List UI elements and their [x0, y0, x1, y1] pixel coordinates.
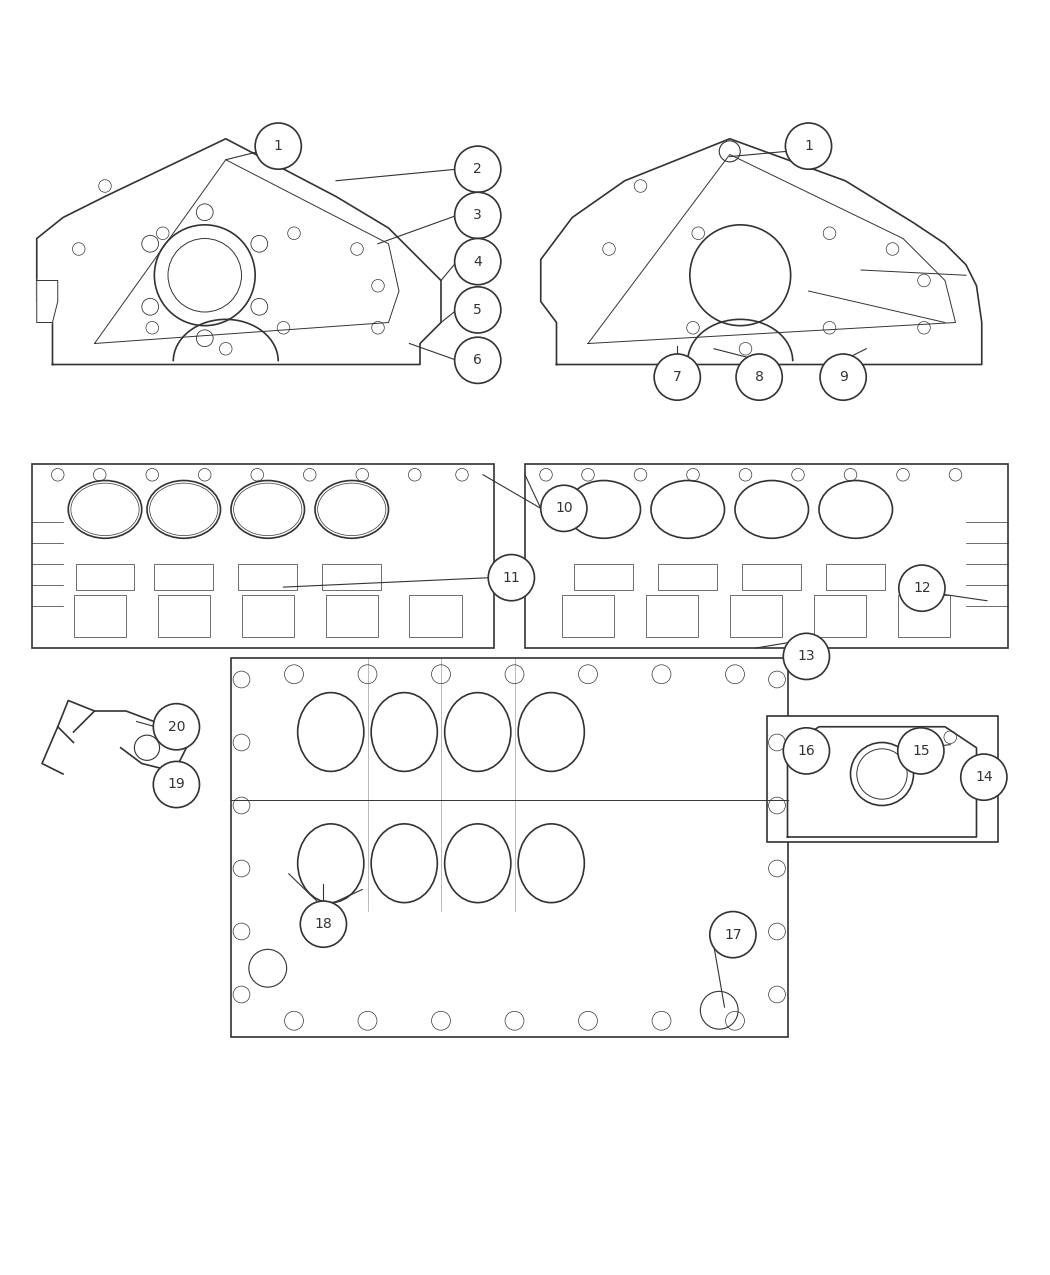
Circle shape — [455, 147, 501, 193]
Circle shape — [783, 728, 830, 774]
Circle shape — [488, 555, 534, 601]
Text: 8: 8 — [755, 370, 763, 384]
Text: 4: 4 — [474, 255, 482, 269]
Text: 13: 13 — [798, 649, 815, 663]
Polygon shape — [37, 280, 58, 323]
FancyBboxPatch shape — [562, 595, 614, 638]
Circle shape — [455, 337, 501, 384]
Text: 16: 16 — [798, 743, 815, 757]
Text: 10: 10 — [555, 501, 572, 515]
FancyBboxPatch shape — [322, 564, 381, 590]
Circle shape — [654, 354, 700, 400]
FancyBboxPatch shape — [154, 564, 213, 590]
Circle shape — [785, 122, 832, 170]
Circle shape — [783, 634, 830, 680]
Circle shape — [153, 704, 200, 750]
Circle shape — [961, 754, 1007, 801]
Text: 12: 12 — [914, 581, 930, 595]
FancyBboxPatch shape — [826, 564, 885, 590]
Text: 7: 7 — [673, 370, 681, 384]
FancyBboxPatch shape — [646, 595, 698, 638]
Text: 6: 6 — [474, 353, 482, 367]
Text: 15: 15 — [912, 743, 929, 757]
FancyBboxPatch shape — [76, 564, 134, 590]
FancyBboxPatch shape — [898, 595, 950, 638]
FancyBboxPatch shape — [766, 717, 998, 843]
FancyBboxPatch shape — [574, 564, 633, 590]
Circle shape — [455, 193, 501, 238]
FancyBboxPatch shape — [242, 595, 294, 638]
Text: 9: 9 — [839, 370, 847, 384]
FancyBboxPatch shape — [814, 595, 866, 638]
Circle shape — [455, 287, 501, 333]
Text: 17: 17 — [724, 928, 741, 942]
Text: 1: 1 — [804, 139, 813, 153]
Circle shape — [153, 761, 200, 807]
Circle shape — [455, 238, 501, 284]
Text: 1: 1 — [274, 139, 282, 153]
Text: 19: 19 — [168, 778, 185, 792]
Circle shape — [820, 354, 866, 400]
FancyBboxPatch shape — [158, 595, 210, 638]
Text: 14: 14 — [975, 770, 992, 784]
Circle shape — [300, 901, 346, 947]
FancyBboxPatch shape — [326, 595, 378, 638]
Text: 11: 11 — [503, 571, 520, 585]
Circle shape — [736, 354, 782, 400]
Text: 2: 2 — [474, 162, 482, 176]
FancyBboxPatch shape — [410, 595, 462, 638]
FancyBboxPatch shape — [658, 564, 717, 590]
Circle shape — [899, 565, 945, 611]
FancyBboxPatch shape — [730, 595, 782, 638]
Circle shape — [541, 486, 587, 532]
Text: 18: 18 — [315, 917, 332, 931]
FancyBboxPatch shape — [74, 595, 126, 638]
FancyBboxPatch shape — [525, 464, 1008, 648]
FancyBboxPatch shape — [238, 564, 297, 590]
Circle shape — [255, 122, 301, 170]
FancyBboxPatch shape — [742, 564, 801, 590]
FancyBboxPatch shape — [32, 464, 493, 648]
Text: 5: 5 — [474, 303, 482, 317]
Text: 20: 20 — [168, 720, 185, 733]
Circle shape — [710, 912, 756, 958]
FancyBboxPatch shape — [231, 658, 788, 1037]
Circle shape — [898, 728, 944, 774]
Text: 3: 3 — [474, 208, 482, 222]
